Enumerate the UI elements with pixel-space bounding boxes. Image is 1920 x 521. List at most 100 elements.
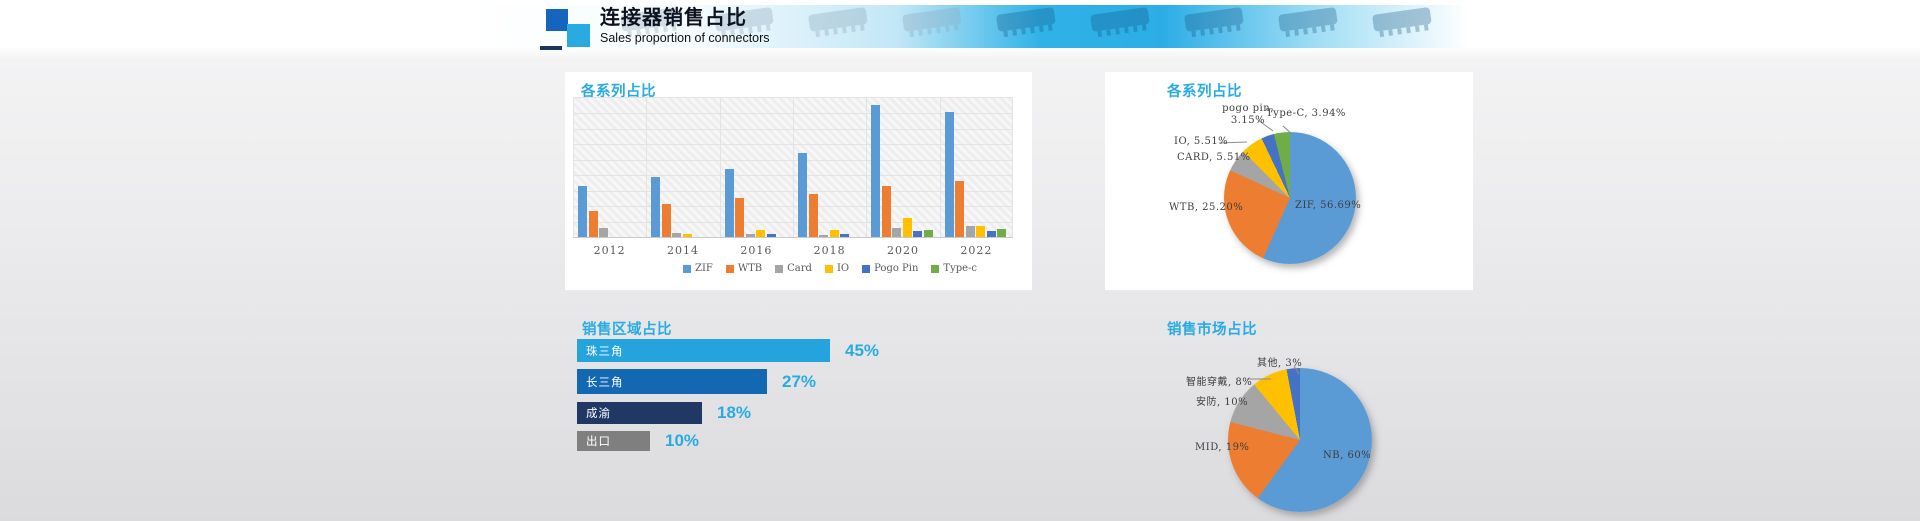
legend-item-wtb: WTB [725,263,763,274]
gridline-vertical [1012,98,1013,237]
bar-2020-card [892,228,902,237]
bar-2020-zif [871,104,881,237]
x-axis-tick: 2012 [593,244,626,257]
legend-swatch-icon [725,264,734,273]
region-bar: 珠三角 [577,339,830,362]
x-axis-tick: 2016 [740,244,773,257]
bar-2018-card [819,234,828,237]
pie-label-wtb: WTB, 25.20% [1169,202,1244,213]
region-bar: 出口 [577,431,650,451]
x-axis-tick: 2022 [960,244,993,257]
bar-2016-zif [724,168,734,237]
legend-label: Pogo Pin [874,263,919,274]
bar-2018-pogo-pin [840,233,849,237]
gridline-vertical [939,98,941,237]
legend-item-type-c: Type-c [931,263,977,274]
bar-2020-wtb [881,186,891,237]
bar-2012-zif [578,186,587,237]
region-bars-section: 销售区域占比 珠三角 45% 长三角 27% 成渝 18% 出口 10% [577,315,1057,485]
gridline-vertical [793,98,794,237]
region-bar-value: 45% [845,340,880,360]
page-subtitle: Sales proportion of connectors [600,31,770,45]
bar-2012-wtb [588,210,598,237]
region-bar-label: 长三角 [586,374,624,389]
logo-square-dark-icon [546,9,568,31]
pie-label-other: 其他, 3% [1257,358,1303,369]
legend-swatch-icon [862,264,871,273]
pie-label-zif: ZIF, 56.69% [1295,200,1362,211]
legend-swatch-icon [683,264,691,273]
legend-item-io: IO [824,263,850,274]
bar-2020-io [902,218,912,237]
pie-label-type-c: Type-C, 3.94% [1266,108,1346,119]
bar-2016-pogo-pin [766,233,776,237]
series-pie-title: 各系列占比 [1167,84,1242,100]
bar-2022-io [976,226,986,237]
region-bar: 成渝 [577,402,702,424]
legend-label: Type-c [943,263,978,274]
pie-label-security: 安防, 10% [1196,397,1249,408]
legend-item-zif: ZIF [683,263,713,274]
bar-2016-io [756,230,766,237]
legend-item-card: Card [775,263,812,274]
region-bars-title: 销售区域占比 [582,322,672,338]
legend-label: Card [787,263,812,274]
gridline-vertical [646,98,648,237]
region-bar: 长三角 [577,369,767,394]
pie-label-pogo-pin: pogo pin, 3.15% [1215,103,1281,127]
bar-2018-wtb [808,193,818,237]
bar-chart-plot-area [573,97,1013,238]
series-pie-panel: 各系列占比 ZIF, 56.69% WTB, 25.20% CARD, 5.51… [1105,72,1473,290]
logo-square-light-icon [567,24,590,47]
pie-label-io: IO, 5.51% [1174,136,1229,147]
gridline-vertical [719,98,721,237]
region-bar-label: 珠三角 [586,343,624,358]
x-axis-tick: 2020 [887,244,919,257]
bar-2022-card [965,225,975,237]
x-axis-tick: 2018 [813,244,846,257]
header-band: 连接器销售占比 Sales proportion of connectors [470,5,1488,50]
connector-photo-strip-icon [620,7,1432,38]
bar-2018-io [829,230,839,237]
region-bar-label: 成渝 [586,406,611,420]
bar-2012-card [599,228,608,237]
bar-2014-wtb [661,203,671,237]
region-bar-value: 10% [665,431,700,450]
market-pie-section: 销售市场占比 其他, 3% 智能穿戴, 8% 安防, 10% MID, 19% … [1105,315,1495,521]
series-pie-chart [1224,132,1356,264]
legend-label: IO [836,263,850,274]
pie-label-mid: MID, 19% [1195,442,1250,453]
bar-2014-io [682,233,692,237]
legend-item-pogo-pin: Pogo Pin [862,263,918,274]
pie-label-nb: NB, 60% [1323,450,1372,461]
region-bar-value: 27% [782,371,817,391]
pie-label-wearable: 智能穿戴, 8% [1186,377,1253,388]
bar-2014-zif [651,177,661,237]
header-titles: 连接器销售占比 Sales proportion of connectors [600,6,770,45]
bar-2018-zif [798,153,807,237]
bar-2022-wtb [955,181,965,237]
logo-underline [540,46,562,50]
market-pie-chart [1228,368,1372,512]
legend-label: ZIF [695,263,713,274]
region-bar-label: 出口 [586,434,611,448]
region-bar-value: 18% [717,403,752,422]
bar-2020-type-c [923,229,933,237]
bar-chart-legend: ZIF WTB Card IO Pogo Pin Type-c [683,263,977,274]
legend-swatch-icon [824,264,833,273]
bar-2016-wtb [735,198,745,237]
pie-label-pogo-pin-line2: 3.15% [1230,115,1266,126]
bar-2022-zif [944,111,954,237]
series-bar-chart-title: 各系列占比 [581,84,656,100]
pie-label-card: CARD, 5.51% [1177,152,1251,163]
bar-2020-pogo-pin [913,231,923,237]
market-pie-title: 销售市场占比 [1167,322,1257,338]
legend-label: WTB [737,263,763,274]
bar-2022-type-c [997,228,1007,237]
pie-label-pogo-pin-line1: pogo pin, [1222,103,1274,114]
legend-swatch-icon [931,264,940,273]
bar-2016-card [745,233,755,237]
bar-2014-card [672,232,682,237]
gridline-vertical [866,98,868,237]
